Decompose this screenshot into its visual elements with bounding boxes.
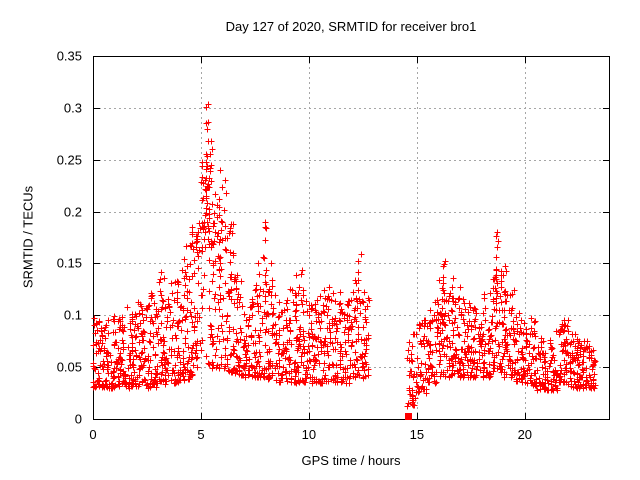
y-tick-label: 0.3 [63,100,82,116]
x-tick-label: 0 [89,427,97,442]
y-tick-label: 0.25 [56,152,82,168]
x-tick-label: 10 [301,427,317,442]
y-tick-label: 0.1 [63,307,82,323]
x-tick-label: 20 [517,427,533,442]
special-square-marker [405,413,412,420]
y-tick-label: 0.15 [56,255,82,271]
x-axis-label: GPS time / hours [301,453,401,468]
y-tick-label: 0.2 [63,204,82,220]
y-tick-label: 0.05 [56,359,82,375]
chart-title: Day 127 of 2020, SRMTID for receiver bro… [225,19,477,34]
x-tick-label: 15 [409,427,425,442]
y-tick-label: 0.35 [56,48,82,64]
scatter-points [90,101,599,410]
x-tick-label: 5 [197,427,205,442]
y-tick-label: 0 [74,411,82,427]
